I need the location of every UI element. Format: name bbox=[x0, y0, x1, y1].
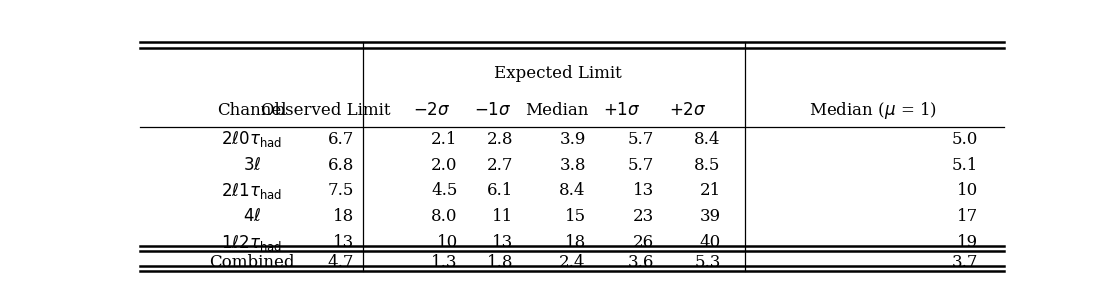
Text: 8.4: 8.4 bbox=[694, 131, 721, 148]
Text: 40: 40 bbox=[700, 234, 721, 251]
Text: 13: 13 bbox=[492, 234, 513, 251]
Text: 18: 18 bbox=[565, 234, 586, 251]
Text: 39: 39 bbox=[700, 208, 721, 225]
Text: 10: 10 bbox=[958, 182, 979, 199]
Text: 15: 15 bbox=[565, 208, 586, 225]
Text: Combined: Combined bbox=[209, 253, 295, 271]
Text: 5.7: 5.7 bbox=[627, 156, 654, 174]
Text: 5.0: 5.0 bbox=[952, 131, 979, 148]
Text: 6.8: 6.8 bbox=[328, 156, 354, 174]
Text: 13: 13 bbox=[333, 234, 354, 251]
Text: 17: 17 bbox=[958, 208, 979, 225]
Text: Median ($\mu$ = 1): Median ($\mu$ = 1) bbox=[809, 100, 937, 121]
Text: Observed Limit: Observed Limit bbox=[261, 102, 391, 119]
Text: 3.6: 3.6 bbox=[627, 253, 654, 271]
Text: 2.0: 2.0 bbox=[431, 156, 458, 174]
Text: $+1\sigma$: $+1\sigma$ bbox=[604, 102, 641, 119]
Text: $-1\sigma$: $-1\sigma$ bbox=[473, 102, 511, 119]
Text: Channel: Channel bbox=[218, 102, 287, 119]
Text: 3.8: 3.8 bbox=[559, 156, 586, 174]
Text: 21: 21 bbox=[700, 182, 721, 199]
Text: 4.7: 4.7 bbox=[327, 253, 354, 271]
Text: 8.4: 8.4 bbox=[559, 182, 586, 199]
Text: 6.1: 6.1 bbox=[487, 182, 513, 199]
Text: 23: 23 bbox=[633, 208, 654, 225]
Text: $2\ell1\tau_\mathrm{had}$: $2\ell1\tau_\mathrm{had}$ bbox=[221, 181, 282, 201]
Text: 3.9: 3.9 bbox=[559, 131, 586, 148]
Text: $1\ell2\tau_\mathrm{had}$: $1\ell2\tau_\mathrm{had}$ bbox=[221, 233, 282, 253]
Text: 10: 10 bbox=[436, 234, 458, 251]
Text: $+2\sigma$: $+2\sigma$ bbox=[670, 102, 706, 119]
Text: 2.4: 2.4 bbox=[559, 253, 586, 271]
Text: $4\ell$: $4\ell$ bbox=[242, 208, 261, 225]
Text: 11: 11 bbox=[492, 208, 513, 225]
Text: 1.3: 1.3 bbox=[431, 253, 458, 271]
Text: 4.5: 4.5 bbox=[432, 182, 458, 199]
Text: 8.5: 8.5 bbox=[694, 156, 721, 174]
Text: 5.1: 5.1 bbox=[952, 156, 979, 174]
Text: 1.8: 1.8 bbox=[487, 253, 513, 271]
Text: 2.1: 2.1 bbox=[431, 131, 458, 148]
Text: $3\ell$: $3\ell$ bbox=[242, 156, 261, 174]
Text: $2\ell0\tau_\mathrm{had}$: $2\ell0\tau_\mathrm{had}$ bbox=[221, 129, 282, 149]
Text: $-2\sigma$: $-2\sigma$ bbox=[413, 102, 451, 119]
Text: 5.7: 5.7 bbox=[627, 131, 654, 148]
Text: 26: 26 bbox=[633, 234, 654, 251]
Text: 5.3: 5.3 bbox=[694, 253, 721, 271]
Text: Expected Limit: Expected Limit bbox=[494, 64, 622, 81]
Text: 2.7: 2.7 bbox=[487, 156, 513, 174]
Text: Median: Median bbox=[526, 102, 589, 119]
Text: 2.8: 2.8 bbox=[487, 131, 513, 148]
Text: 18: 18 bbox=[333, 208, 354, 225]
Text: 8.0: 8.0 bbox=[431, 208, 458, 225]
Text: 6.7: 6.7 bbox=[328, 131, 354, 148]
Text: 3.7: 3.7 bbox=[952, 253, 979, 271]
Text: 19: 19 bbox=[958, 234, 979, 251]
Text: 7.5: 7.5 bbox=[328, 182, 354, 199]
Text: 13: 13 bbox=[633, 182, 654, 199]
